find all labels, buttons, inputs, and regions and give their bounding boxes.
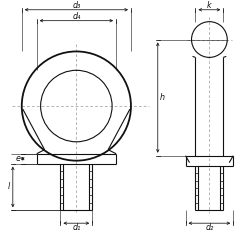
Text: d₃: d₃ bbox=[72, 1, 80, 10]
Text: d₁: d₁ bbox=[72, 223, 80, 232]
Text: h: h bbox=[160, 93, 165, 102]
Text: e: e bbox=[16, 154, 21, 163]
Text: l: l bbox=[7, 182, 10, 192]
Text: d₂: d₂ bbox=[205, 223, 214, 232]
Text: d₄: d₄ bbox=[72, 12, 80, 21]
Text: k: k bbox=[207, 1, 212, 10]
